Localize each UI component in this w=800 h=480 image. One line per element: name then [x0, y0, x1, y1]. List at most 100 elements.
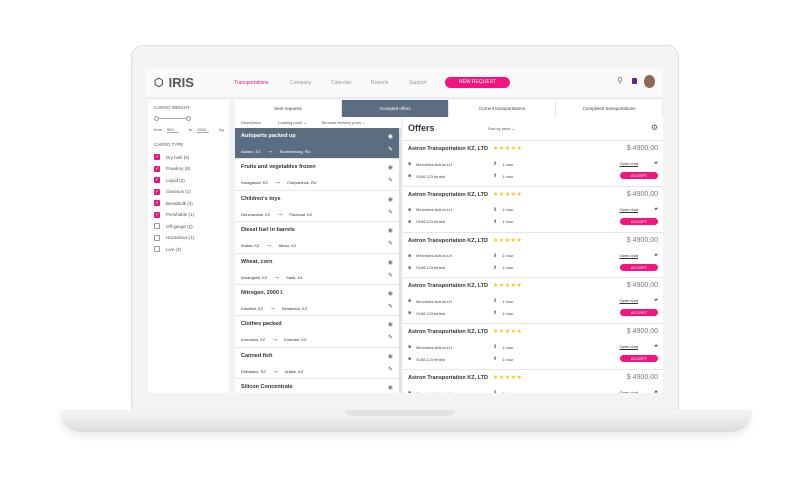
tab-completed-transportations[interactable]: Completed transportations — [556, 100, 663, 117]
edit-icon[interactable]: ✎ — [387, 178, 393, 185]
to-label: to — [189, 127, 193, 132]
edit-icon[interactable]: ✎ — [387, 335, 393, 342]
edit-icon[interactable]: ✎ — [387, 272, 393, 279]
cargo-type-option[interactable]: ✓ Breakbulk (4) — [154, 200, 193, 206]
checkbox[interactable]: ✓ — [154, 188, 160, 195]
checkbox[interactable]: ✓ — [154, 211, 160, 218]
chat-icon[interactable]: ▰ — [654, 251, 658, 258]
chat-icon[interactable]: ▰ — [654, 389, 658, 393]
app-screen: ⬡ IRIS Transportations Company Calendar R… — [145, 67, 663, 393]
accept-button[interactable]: ACCEPT — [620, 309, 658, 317]
company-name[interactable]: Astron Transportation KZ, LTD — [408, 329, 488, 336]
accept-button[interactable]: ACCEPT — [620, 355, 658, 363]
eye-icon[interactable]: ◉ — [387, 134, 393, 140]
nav-reports[interactable]: Reports — [371, 80, 389, 86]
company-name[interactable]: Astron Transportation KZ, LTD — [408, 283, 488, 290]
request-item[interactable]: Children's toys ◉ Derzhavinsk, KZ → Pavlod… — [235, 191, 399, 223]
cargo-type-option[interactable]: Off-gauge (2) — [154, 223, 193, 229]
tab-sent-requests[interactable]: Sent requests — [235, 100, 342, 117]
request-item[interactable]: Fruits and vegetables frozen ◉ Karaganda… — [235, 159, 399, 191]
edit-icon[interactable]: ✎ — [387, 147, 393, 153]
request-title: Wheat, corn — [241, 258, 273, 265]
checkbox[interactable] — [154, 223, 160, 229]
search-icon[interactable]: ⚲ — [617, 76, 623, 85]
accept-button[interactable]: ACCEPT — [620, 217, 658, 225]
col-terminal-point[interactable]: Terminal delivery point ⌄ — [321, 120, 366, 125]
cargo-type-option[interactable]: ✓ Gaseous (1) — [154, 188, 191, 195]
open-chat-link[interactable]: Open chat — [619, 252, 638, 258]
cargo-type-option[interactable]: ✓ Dry bulk (6) — [154, 154, 189, 160]
eye-icon[interactable]: ◉ — [387, 322, 393, 329]
route-to: Ekaterinburg, RU — [279, 149, 311, 154]
eye-icon[interactable]: ◉ — [387, 353, 393, 360]
open-chat-link[interactable]: Open chat — [619, 390, 638, 393]
notification-icon[interactable] — [632, 78, 637, 84]
from-input[interactable]: 500 — [167, 127, 179, 133]
request-item[interactable]: Silicon Concentrate ◉ — [235, 379, 399, 393]
checkbox[interactable]: ✓ — [154, 200, 160, 206]
settings-icon[interactable]: ⚙ — [650, 123, 658, 132]
company-name[interactable]: Astron Transportation KZ, LTD — [408, 237, 488, 244]
edit-icon[interactable]: ✎ — [387, 241, 393, 248]
nav-company[interactable]: Company — [290, 80, 312, 86]
open-chat-link[interactable]: Open chat — [619, 161, 638, 166]
company-name[interactable]: Astron Transportation KZ, LTD — [408, 191, 488, 198]
cargo-type-option[interactable]: ✓ Powdery (8) — [154, 165, 190, 172]
chat-icon[interactable]: ▰ — [654, 160, 658, 166]
unloading-time: 1 hour — [502, 356, 514, 362]
company-name[interactable]: Astron Transportation KZ, LTD — [408, 146, 488, 152]
col-loading-point[interactable]: Loading point ⌄ — [278, 120, 307, 125]
edit-icon[interactable]: ✎ — [387, 209, 393, 216]
open-chat-link[interactable]: Open chat — [619, 206, 638, 212]
cargo-type-option[interactable]: Hazardous (1) — [154, 234, 195, 241]
eye-icon[interactable]: ◉ — [387, 259, 393, 266]
slider-min-handle[interactable] — [154, 116, 159, 121]
checkbox[interactable] — [154, 246, 160, 252]
chat-icon[interactable]: ▰ — [654, 343, 658, 350]
open-chat-link[interactable]: Open chat — [619, 298, 638, 304]
eye-icon[interactable]: ◉ — [387, 196, 393, 203]
nav-support[interactable]: Support — [409, 80, 427, 86]
new-request-button[interactable]: NEW REQUEST — [445, 77, 510, 88]
checkbox[interactable]: ✓ — [154, 154, 160, 160]
arrow-down-icon: ⬇ — [493, 344, 498, 351]
nav-calendar[interactable]: Calendar — [331, 80, 352, 86]
request-item[interactable]: Diesel fuel in barrels ◉ Aralsk, KZ → Atir… — [235, 222, 399, 254]
logo[interactable]: ⬡ IRIS — [154, 75, 194, 90]
slider-max-handle[interactable] — [186, 116, 191, 121]
request-item[interactable]: Clothes packed ◉ Kornavka, KZ → Kokrobe, K… — [235, 316, 399, 348]
open-chat-link[interactable]: Open chat — [619, 344, 638, 350]
checkbox[interactable] — [154, 234, 160, 241]
route-from: Derzhavinsk, KZ — [241, 211, 271, 217]
accept-button[interactable]: ACCEPT — [620, 172, 658, 179]
checkbox[interactable]: ✓ — [154, 177, 160, 183]
tab-current-transportations[interactable]: Current transportations — [449, 100, 556, 117]
eye-icon[interactable]: ◉ — [387, 228, 393, 235]
accept-button[interactable]: ACCEPT — [620, 263, 658, 271]
eye-icon[interactable]: ◉ — [387, 385, 393, 392]
edit-icon[interactable]: ✎ — [387, 366, 393, 373]
request-item[interactable]: Nitrogen, 2000 l. ◉ Kanaftal, KZ → Bzhambu… — [235, 285, 399, 317]
sort-dropdown[interactable]: Sort by price ⌄ — [488, 126, 515, 131]
request-item[interactable]: Wheat, corn ◉ Amangeldi, KZ → Sarik, KZ ✎ — [235, 254, 399, 285]
chat-icon[interactable]: ▰ — [654, 205, 658, 212]
loading-time-row: ⬇ 1 hour — [493, 253, 514, 259]
checkbox[interactable]: ✓ — [154, 165, 160, 172]
offer-price: $ 4900,00 — [626, 374, 658, 381]
to-input[interactable]: 2000 — [197, 127, 210, 133]
weight-slider[interactable] — [154, 116, 191, 121]
chat-icon[interactable]: ▰ — [654, 297, 658, 304]
cargo-type-option[interactable]: Live (3) — [154, 246, 181, 252]
company-name[interactable]: Astron Transportation KZ, LTD — [408, 375, 488, 381]
request-item[interactable]: Autoparts packed up ◉ Astana, KZ → Ekateri… — [235, 128, 399, 160]
col-description[interactable]: Description — [241, 120, 262, 125]
cargo-type-option[interactable]: ✓ Perishable (1) — [154, 211, 194, 218]
tab-accepted-offers[interactable]: Accepted offers — [342, 100, 449, 117]
edit-icon[interactable]: ✎ — [387, 303, 393, 310]
eye-icon[interactable]: ◉ — [387, 290, 393, 297]
request-item[interactable]: Canned fish ◉ Ekibastuz, KZ → Aralsk, KZ ✎ — [235, 348, 399, 380]
eye-icon[interactable]: ◉ — [387, 165, 393, 172]
nav-transportations[interactable]: Transportations — [234, 80, 269, 86]
cargo-type-option[interactable]: ✓ Liquid (2) — [154, 177, 185, 183]
avatar[interactable] — [644, 75, 655, 88]
